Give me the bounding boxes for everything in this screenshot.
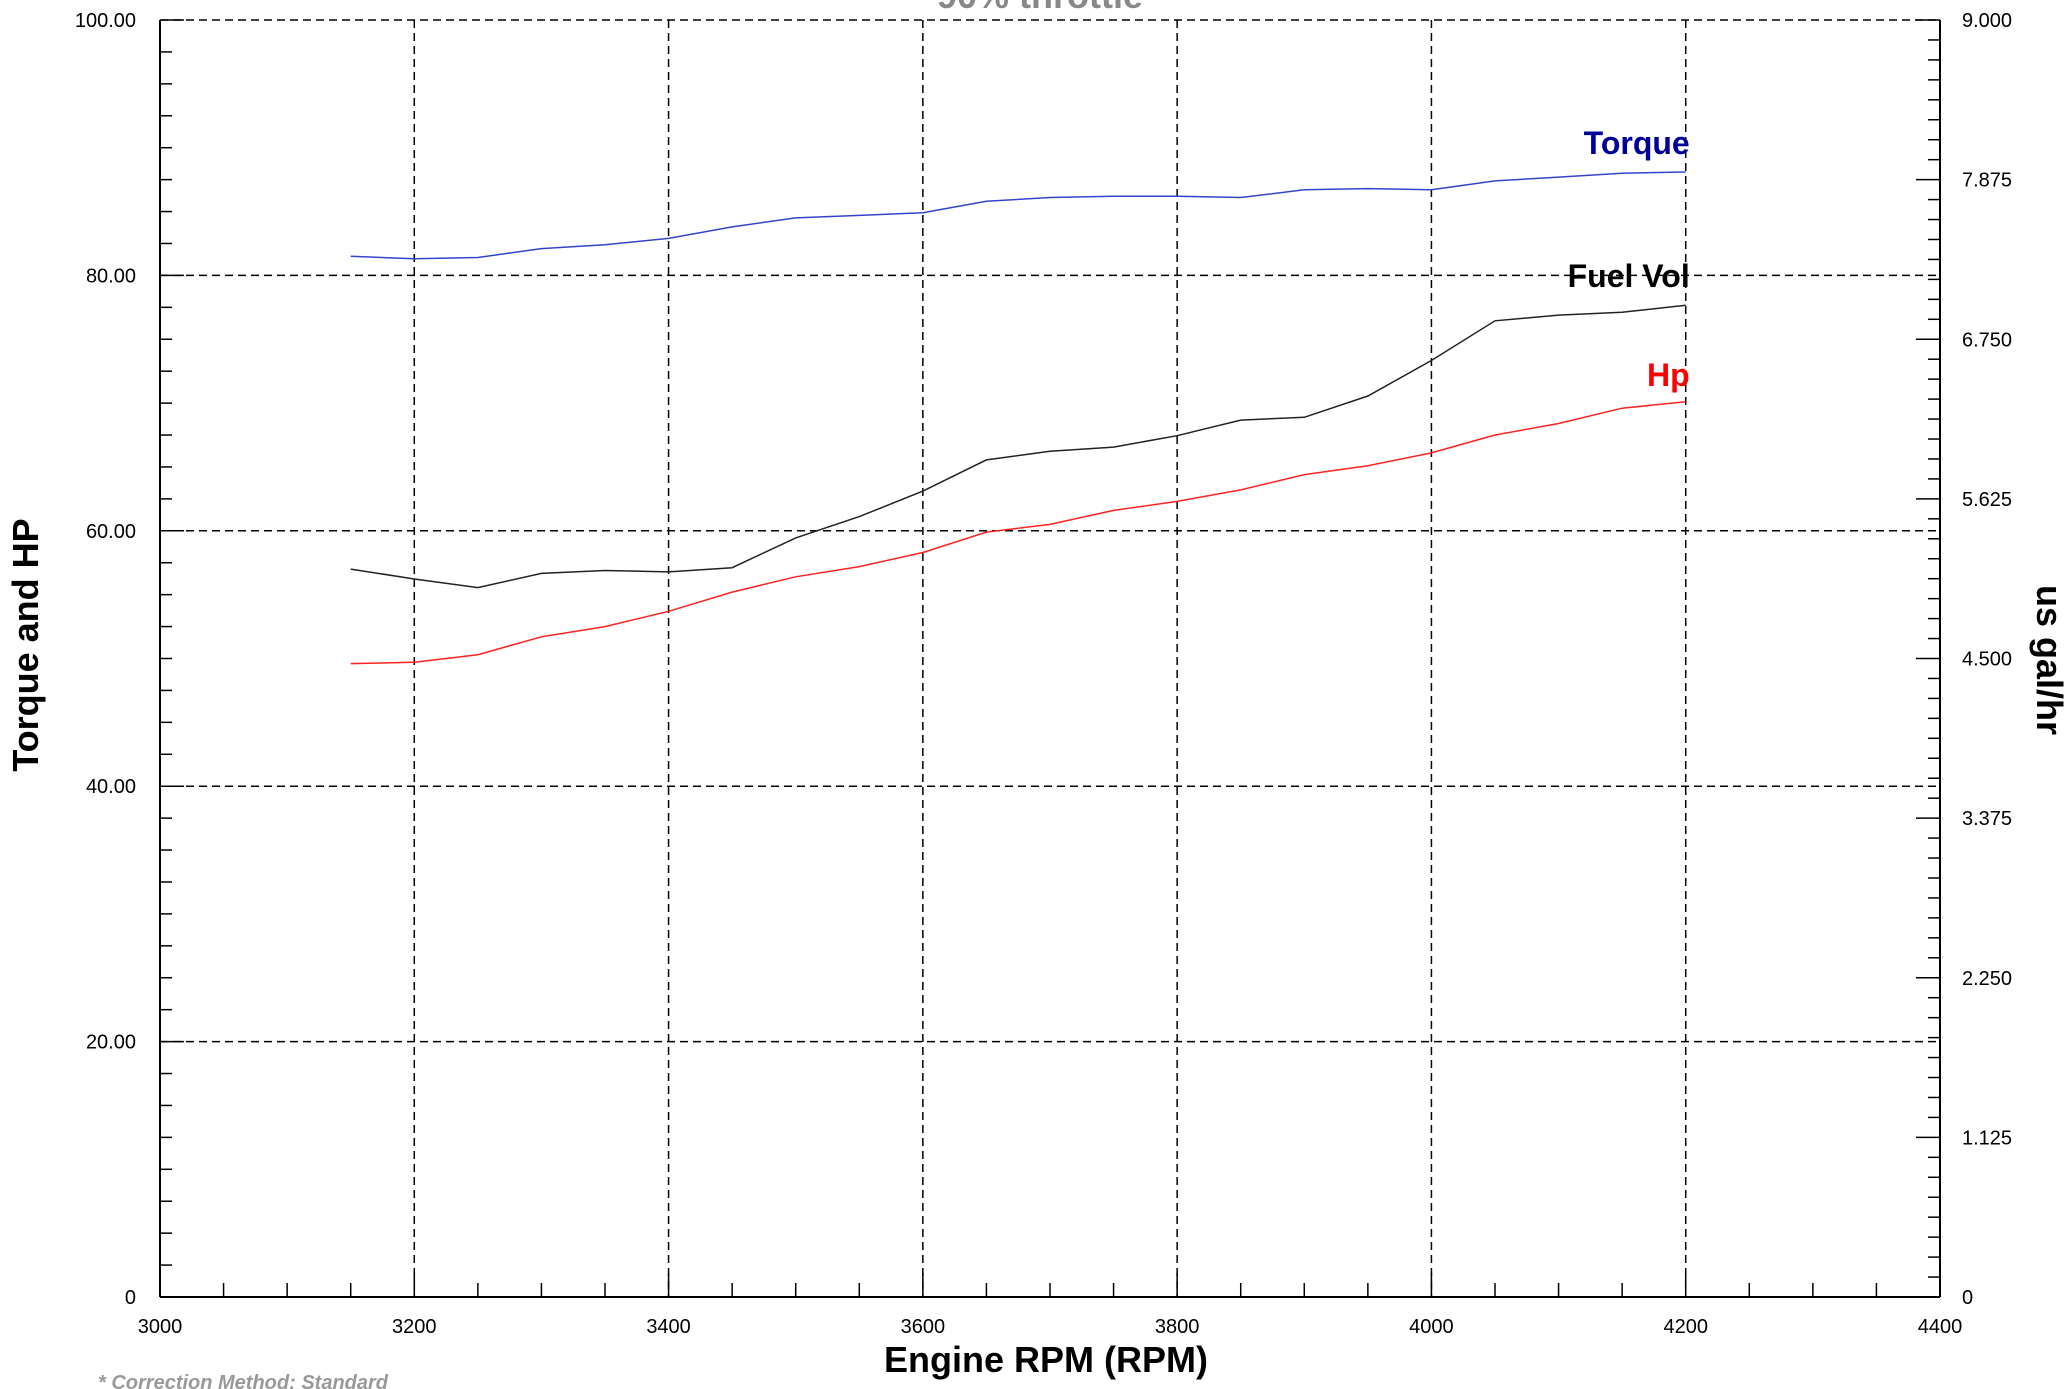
series-labels: Torque Fuel Vol Hp — [1568, 125, 1690, 393]
y-right-tick-label: 1.125 — [1962, 1127, 2012, 1149]
y-left-tick-label: 20.00 — [86, 1032, 136, 1054]
x-tick-label: 3200 — [392, 1316, 437, 1338]
series-line-hp — [350, 401, 1686, 665]
y-right-tick-label: 9.000 — [1962, 10, 2012, 32]
y-right-tick-label: 4.500 — [1962, 649, 2012, 671]
x-axis-title: Engine RPM (RPM) — [884, 1339, 1208, 1380]
series-label-torque: Torque — [1584, 125, 1690, 161]
x-tick-label: 3800 — [1155, 1316, 1200, 1338]
y-left-tick-label: 40.00 — [86, 776, 136, 798]
y-right-tick-label: 6.750 — [1962, 329, 2012, 351]
y-left-tick-label: 60.00 — [86, 521, 136, 543]
y-axis-right-title: us gal/hr — [2029, 585, 2070, 735]
y-right-tick-label: 7.875 — [1962, 170, 2012, 192]
series-line-fuel-vol — [350, 304, 1686, 589]
x-tick-label: 3000 — [138, 1316, 183, 1338]
x-axis-ticks: 3000 3200 3400 3600 3800 4000 4200 4400 — [138, 1273, 1963, 1338]
x-tick-label: 4000 — [1409, 1316, 1454, 1338]
y-right-tick-label: 5.625 — [1962, 489, 2012, 511]
correction-method-note: * Correction Method: Standard — [98, 1372, 389, 1389]
y-left-tick-label: 80.00 — [86, 265, 136, 287]
y-right-tick-label: 3.375 — [1962, 808, 2012, 830]
series-lines — [350, 171, 1686, 665]
y-right-tick-label: 0 — [1962, 1287, 1973, 1309]
series-line-torque — [350, 171, 1686, 260]
x-tick-label: 3400 — [646, 1316, 691, 1338]
x-tick-label: 4200 — [1663, 1316, 1708, 1338]
y-right-tick-label: 2.250 — [1962, 968, 2012, 990]
y-axis-left-title: Torque and HP — [5, 518, 46, 771]
y-left-tick-label: 100.00 — [75, 10, 136, 32]
series-label-hp: Hp — [1647, 357, 1690, 393]
chart-title: 90% throttle — [937, 0, 1143, 16]
y-left-tick-label: 0 — [125, 1287, 136, 1309]
chart-axes — [159, 20, 1941, 1298]
left-y-axis-ticks: 0 20.00 40.00 60.00 80.00 100.00 — [75, 10, 184, 1309]
series-label-fuel-vol: Fuel Vol — [1568, 258, 1690, 294]
grid-lines — [160, 19, 1940, 1297]
x-tick-label: 3600 — [901, 1316, 946, 1338]
right-y-axis-ticks: 0 1.125 2.250 3.375 4.500 5.625 6.750 7.875 9.00… — [1916, 10, 2012, 1309]
x-tick-label: 4400 — [1918, 1316, 1963, 1338]
